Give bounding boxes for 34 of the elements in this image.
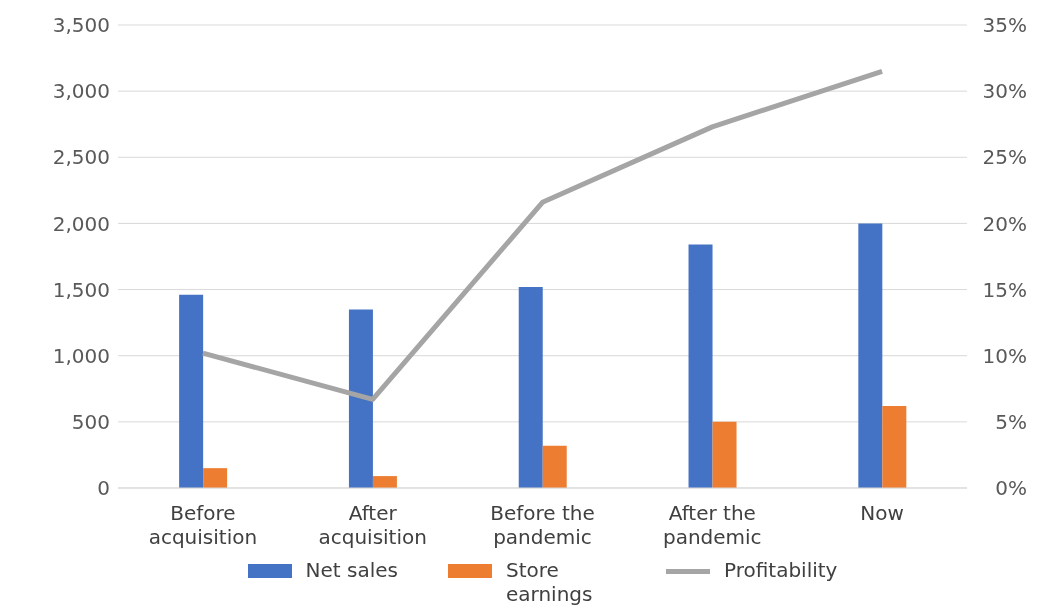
y-tick-label: 1,000 bbox=[52, 343, 110, 368]
x-tick-label: After acquisition bbox=[318, 501, 427, 549]
bar bbox=[372, 476, 397, 488]
bar bbox=[712, 421, 737, 488]
bar bbox=[518, 286, 543, 488]
y2-tick-label: 25% bbox=[982, 145, 1027, 170]
y2-tick-label: 35% bbox=[982, 13, 1027, 38]
y-tick-label: 2,000 bbox=[52, 211, 110, 236]
bar bbox=[542, 445, 567, 488]
y-tick-label: 1,500 bbox=[52, 277, 110, 302]
y2-tick-label: 0% bbox=[995, 476, 1027, 501]
y-tick-label: 500 bbox=[71, 409, 110, 434]
y-tick-label: 3,000 bbox=[52, 79, 110, 104]
bar bbox=[688, 244, 713, 488]
bar bbox=[348, 309, 373, 488]
legend-label: Profitability bbox=[723, 558, 838, 582]
legend-label: Net sales bbox=[305, 558, 398, 582]
bar bbox=[882, 405, 907, 488]
y2-tick-label: 5% bbox=[995, 409, 1027, 434]
bar bbox=[179, 294, 204, 488]
y-tick-label: 0 bbox=[97, 476, 110, 501]
y-tick-label: 3,500 bbox=[52, 13, 110, 38]
bar bbox=[203, 468, 228, 488]
bar bbox=[858, 223, 883, 488]
x-tick-label: Before acquisition bbox=[148, 501, 258, 549]
x-tick-label: Before the pandemic bbox=[490, 501, 595, 549]
y2-tick-label: 10% bbox=[982, 343, 1027, 368]
y2-tick-label: 20% bbox=[982, 211, 1027, 236]
x-tick-label: Now bbox=[860, 501, 904, 525]
x-tick-label: After the pandemic bbox=[662, 501, 762, 549]
legend-label: Store earnings bbox=[505, 558, 594, 606]
y-tick-label: 2,500 bbox=[52, 145, 110, 170]
y2-tick-label: 15% bbox=[982, 277, 1027, 302]
y2-tick-label: 30% bbox=[982, 79, 1027, 104]
